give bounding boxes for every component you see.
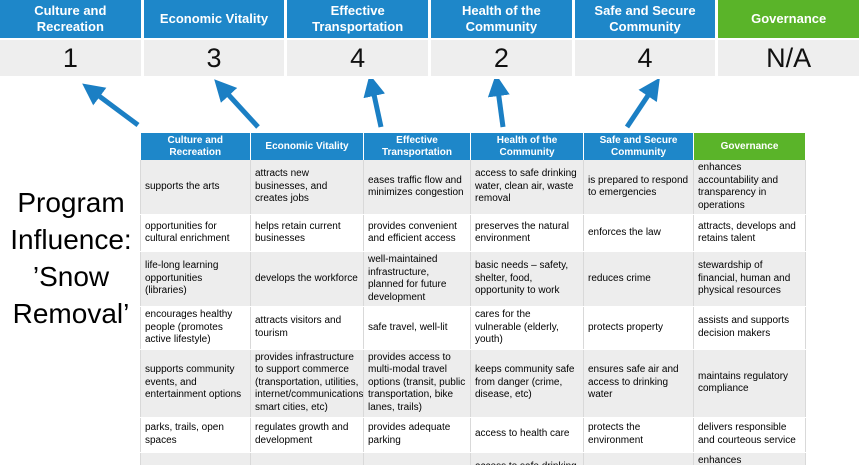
matrix-header-cell: Culture and Recreation xyxy=(140,133,251,160)
matrix-cell: maintains regulatory compliance xyxy=(693,349,806,418)
matrix-cell: provides convenient and efficient access xyxy=(363,214,471,252)
matrix-cell: cares for the vulnerable (elderly, youth… xyxy=(470,306,584,350)
matrix-cell: eases traffic flow and minimizes congest… xyxy=(363,160,471,215)
matrix-row: vibrant downtownwalkable communityaccess… xyxy=(140,452,806,465)
matrix-cell: reduces crime xyxy=(583,251,694,307)
matrix-cell: enhances accountability and transparency… xyxy=(693,452,806,465)
up-arrow-icon xyxy=(363,79,386,128)
score-value: N/A xyxy=(718,40,859,76)
up-arrow-icon xyxy=(624,79,660,129)
matrix-cell: access to health care xyxy=(470,417,584,453)
matrix-cell: access to safe drinking water, clean air… xyxy=(470,452,584,465)
matrix-cell: attracts new businesses, and creates job… xyxy=(250,160,364,215)
matrix-cell: stewardship of financial, human and phys… xyxy=(693,251,806,307)
matrix-cell: parks, trails, open spaces xyxy=(140,417,251,453)
score-card-header: Effective Transportation xyxy=(287,0,428,38)
score-card-header: Economic Vitality xyxy=(143,0,285,38)
up-arrow-icon xyxy=(82,83,140,128)
program-influence-line: Removal’ xyxy=(12,298,130,329)
score-value: 1 xyxy=(0,40,141,76)
matrix-cell: attracts visitors and tourism xyxy=(250,306,364,350)
matrix-cell: enforces the law xyxy=(583,214,694,252)
matrix-row: opportunities for cultural enrichment hel… xyxy=(140,214,806,252)
matrix-cell: access to safe drinking water, clean air… xyxy=(470,160,584,215)
score-value: 4 xyxy=(287,40,428,76)
priorities-matrix: Culture and Recreation Economic Vitality E… xyxy=(140,133,806,465)
matrix-cell: walkable community xyxy=(363,452,471,465)
matrix-cell: life-long learning opportunities (librar… xyxy=(140,251,251,307)
program-influence-line: Program xyxy=(17,187,125,218)
matrix-cell: supports community events, and entertain… xyxy=(140,349,251,418)
matrix-cell: safe travel, well-lit xyxy=(363,306,471,350)
matrix-header-row: Culture and Recreation Economic Vitality E… xyxy=(140,133,806,160)
program-influence-label: Program Influence: ’Snow Removal’ xyxy=(0,184,142,332)
matrix-cell: encourages healthy people (promotes acti… xyxy=(140,306,251,350)
matrix-header-cell: Safe and Secure Community xyxy=(583,133,694,160)
matrix-cell: provides infrastructure to support comme… xyxy=(250,349,364,418)
matrix-cell: regulates growth and development xyxy=(250,417,364,453)
matrix-header-cell: Economic Vitality xyxy=(250,133,364,160)
matrix-cell: provides safe travel and mobility xyxy=(583,452,694,465)
matrix-cell: preserves the natural environment xyxy=(470,214,584,252)
up-arrow-icon xyxy=(214,79,260,129)
score-card-header: Safe and Secure Community xyxy=(574,0,716,38)
matrix-row: life-long learning opportunities (librar… xyxy=(140,251,806,307)
matrix-header-cell: Governance xyxy=(693,133,806,160)
matrix-cell xyxy=(140,452,251,465)
matrix-cell: provides adequate parking xyxy=(363,417,471,453)
score-value: 3 xyxy=(143,40,285,76)
matrix-cell: helps retain current businesses xyxy=(250,214,364,252)
matrix-cell: provides access to multi-modal travel op… xyxy=(363,349,471,418)
score-card-header: Culture and Recreation xyxy=(0,0,141,38)
matrix-cell: enhances accountability and transparency… xyxy=(693,160,806,215)
matrix-cell: is prepared to respond to emergencies xyxy=(583,160,694,215)
scoreboard: Culture and Recreation Economic Vitality E… xyxy=(0,0,859,76)
matrix-cell: well-maintained infrastructure, planned … xyxy=(363,251,471,307)
matrix-cell: vibrant downtown xyxy=(250,452,364,465)
matrix-cell: supports the arts xyxy=(140,160,251,215)
score-value: 2 xyxy=(431,40,572,76)
matrix-row: encourages healthy people (promotes acti… xyxy=(140,306,806,350)
matrix-row: supports the arts attracts new businesses… xyxy=(140,160,806,215)
program-influence-line: ’Snow xyxy=(32,261,110,292)
matrix-cell: basic needs – safety, shelter, food, opp… xyxy=(470,251,584,307)
matrix-cell: protects the environment xyxy=(583,417,694,453)
matrix-cell: delivers responsible and courteous servi… xyxy=(693,417,806,453)
matrix-row: supports community events, and entertain… xyxy=(140,349,806,418)
score-value: 4 xyxy=(574,40,716,76)
matrix-cell: assists and supports decision makers xyxy=(693,306,806,350)
matrix-cell: protects property xyxy=(583,306,694,350)
matrix-cell: attracts, develops and retains talent xyxy=(693,214,806,252)
matrix-header-cell: Health of the Community xyxy=(470,133,584,160)
up-arrow-icon xyxy=(487,79,510,128)
matrix-cell: keeps community safe from danger (crime,… xyxy=(470,349,584,418)
matrix-cell: ensures safe air and access to drinking … xyxy=(583,349,694,418)
score-arrows xyxy=(82,79,660,129)
matrix-row: parks, trails, open spaces regulates grow… xyxy=(140,417,806,453)
matrix-cell: develops the workforce xyxy=(250,251,364,307)
program-influence-line: Influence: xyxy=(10,224,132,255)
matrix-cell: opportunities for cultural enrichment xyxy=(140,214,251,252)
matrix-header-cell: Effective Transportation xyxy=(363,133,471,160)
score-card-header: Governance xyxy=(718,0,859,38)
score-card-header: Health of the Community xyxy=(431,0,572,38)
